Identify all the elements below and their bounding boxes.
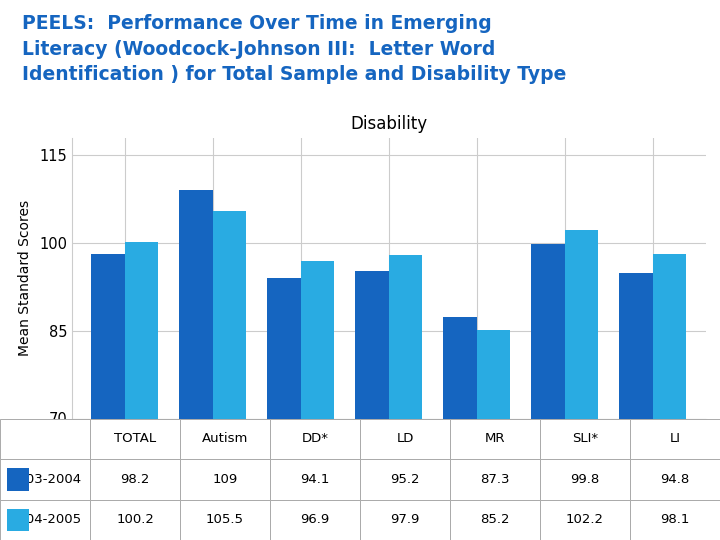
Text: PEELS:  Performance Over Time in Emerging
Literacy (Woodcock-Johnson III:  Lette: PEELS: Performance Over Time in Emerging… <box>22 14 566 84</box>
Bar <box>477 329 510 540</box>
Y-axis label: Mean Standard Scores: Mean Standard Scores <box>18 200 32 356</box>
Bar <box>267 278 301 540</box>
Bar <box>389 255 422 540</box>
Bar <box>125 242 158 540</box>
Bar <box>301 261 334 540</box>
Bar <box>356 271 389 540</box>
Bar <box>444 318 477 540</box>
Bar <box>531 244 564 540</box>
Bar <box>91 253 125 540</box>
Bar <box>564 230 598 540</box>
Bar <box>213 211 246 540</box>
Bar <box>653 254 686 540</box>
Bar <box>179 191 213 540</box>
Title: Disability: Disability <box>350 116 428 133</box>
Bar <box>619 273 653 540</box>
